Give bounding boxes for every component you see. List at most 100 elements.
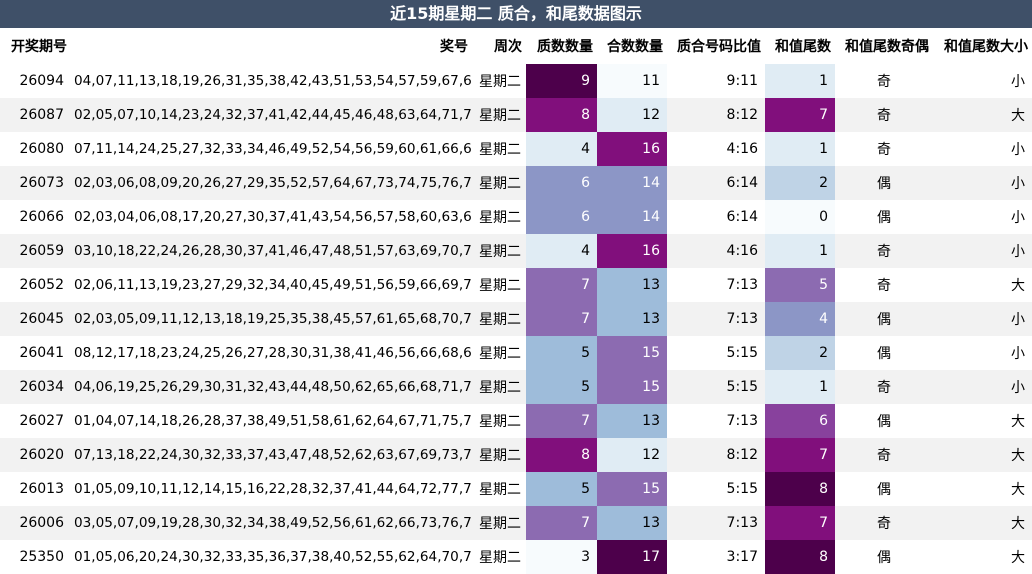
cell-weekday: 星期二 bbox=[472, 234, 526, 268]
cell-numbers: 07,13,18,22,24,30,32,33,37,43,47,48,52,6… bbox=[71, 438, 472, 472]
cell-composite: 15 bbox=[597, 370, 667, 404]
cell-size: 大 bbox=[933, 404, 1032, 438]
cell-parity: 偶 bbox=[835, 336, 933, 370]
cell-size: 小 bbox=[933, 370, 1032, 404]
cell-tail: 2 bbox=[765, 336, 835, 370]
cell-tail: 5 bbox=[765, 268, 835, 302]
table-row: 26080 07,11,14,24,25,27,32,33,34,46,49,52… bbox=[0, 132, 1032, 166]
cell-size: 小 bbox=[933, 336, 1032, 370]
cell-composite: 13 bbox=[597, 404, 667, 438]
data-table: 开奖期号 奖号 周次 质数数量 合数数量 质合号码比值 和值尾数 和值尾数奇偶 … bbox=[0, 28, 1032, 574]
cell-prime: 7 bbox=[526, 268, 597, 302]
table-row: 26006 03,05,07,09,19,28,30,32,34,38,49,52… bbox=[0, 506, 1032, 540]
chart-title: 近15期星期二 质合，和尾数据图示 bbox=[0, 0, 1032, 28]
cell-prime: 3 bbox=[526, 540, 597, 574]
cell-size: 大 bbox=[933, 268, 1032, 302]
cell-numbers: 02,05,07,10,14,23,24,32,37,41,42,44,45,4… bbox=[71, 98, 472, 132]
cell-weekday: 星期二 bbox=[472, 540, 526, 574]
cell-weekday: 星期二 bbox=[472, 268, 526, 302]
cell-ratio: 6:14 bbox=[667, 200, 765, 234]
cell-numbers: 04,07,11,13,18,19,26,31,35,38,42,43,51,5… bbox=[71, 64, 472, 98]
cell-composite: 13 bbox=[597, 302, 667, 336]
cell-numbers: 03,10,18,22,24,26,28,30,37,41,46,47,48,5… bbox=[71, 234, 472, 268]
cell-numbers: 03,05,07,09,19,28,30,32,34,38,49,52,56,6… bbox=[71, 506, 472, 540]
cell-parity: 偶 bbox=[835, 200, 933, 234]
cell-weekday: 星期二 bbox=[472, 98, 526, 132]
cell-ratio: 3:17 bbox=[667, 540, 765, 574]
table-row: 26034 04,06,19,25,26,29,30,31,32,43,44,48… bbox=[0, 370, 1032, 404]
cell-prime: 8 bbox=[526, 438, 597, 472]
cell-numbers: 02,06,11,13,19,23,27,29,32,34,40,45,49,5… bbox=[71, 268, 472, 302]
cell-parity: 奇 bbox=[835, 132, 933, 166]
cell-issue: 26094 bbox=[0, 64, 71, 98]
cell-size: 大 bbox=[933, 98, 1032, 132]
cell-tail: 1 bbox=[765, 64, 835, 98]
cell-composite: 17 bbox=[597, 540, 667, 574]
cell-composite: 16 bbox=[597, 234, 667, 268]
table-row: 26020 07,13,18,22,24,30,32,33,37,43,47,48… bbox=[0, 438, 1032, 472]
table-row: 26066 02,03,04,06,08,17,20,27,30,37,41,43… bbox=[0, 200, 1032, 234]
cell-size: 小 bbox=[933, 234, 1032, 268]
cell-prime: 6 bbox=[526, 200, 597, 234]
cell-tail: 1 bbox=[765, 234, 835, 268]
cell-ratio: 4:16 bbox=[667, 132, 765, 166]
cell-size: 小 bbox=[933, 302, 1032, 336]
cell-ratio: 8:12 bbox=[667, 438, 765, 472]
cell-issue: 25350 bbox=[0, 540, 71, 574]
cell-composite: 14 bbox=[597, 200, 667, 234]
cell-issue: 26087 bbox=[0, 98, 71, 132]
cell-weekday: 星期二 bbox=[472, 438, 526, 472]
cell-ratio: 5:15 bbox=[667, 336, 765, 370]
cell-weekday: 星期二 bbox=[472, 506, 526, 540]
cell-weekday: 星期二 bbox=[472, 64, 526, 98]
header-prime: 质数数量 bbox=[526, 28, 597, 64]
cell-ratio: 8:12 bbox=[667, 98, 765, 132]
cell-numbers: 01,04,07,14,18,26,28,37,38,49,51,58,61,6… bbox=[71, 404, 472, 438]
cell-parity: 奇 bbox=[835, 506, 933, 540]
table-row: 26013 01,05,09,10,11,12,14,15,16,22,28,32… bbox=[0, 472, 1032, 506]
cell-weekday: 星期二 bbox=[472, 200, 526, 234]
cell-prime: 8 bbox=[526, 98, 597, 132]
cell-composite: 12 bbox=[597, 98, 667, 132]
cell-parity: 偶 bbox=[835, 472, 933, 506]
cell-issue: 26020 bbox=[0, 438, 71, 472]
cell-prime: 5 bbox=[526, 370, 597, 404]
cell-numbers: 02,03,04,06,08,17,20,27,30,37,41,43,54,5… bbox=[71, 200, 472, 234]
cell-parity: 奇 bbox=[835, 234, 933, 268]
cell-issue: 26045 bbox=[0, 302, 71, 336]
table-body: 26094 04,07,11,13,18,19,26,31,35,38,42,43… bbox=[0, 64, 1032, 574]
cell-tail: 4 bbox=[765, 302, 835, 336]
cell-tail: 6 bbox=[765, 404, 835, 438]
cell-parity: 奇 bbox=[835, 370, 933, 404]
cell-parity: 偶 bbox=[835, 302, 933, 336]
cell-ratio: 5:15 bbox=[667, 370, 765, 404]
cell-ratio: 7:13 bbox=[667, 302, 765, 336]
cell-weekday: 星期二 bbox=[472, 472, 526, 506]
cell-numbers: 01,05,09,10,11,12,14,15,16,22,28,32,37,4… bbox=[71, 472, 472, 506]
cell-weekday: 星期二 bbox=[472, 370, 526, 404]
cell-ratio: 7:13 bbox=[667, 268, 765, 302]
cell-size: 小 bbox=[933, 200, 1032, 234]
header-ratio: 质合号码比值 bbox=[667, 28, 765, 64]
table-row: 26073 02,03,06,08,09,20,26,27,29,35,52,57… bbox=[0, 166, 1032, 200]
cell-prime: 7 bbox=[526, 404, 597, 438]
cell-composite: 12 bbox=[597, 438, 667, 472]
cell-weekday: 星期二 bbox=[472, 336, 526, 370]
cell-issue: 26080 bbox=[0, 132, 71, 166]
cell-size: 大 bbox=[933, 540, 1032, 574]
cell-weekday: 星期二 bbox=[472, 132, 526, 166]
cell-weekday: 星期二 bbox=[472, 404, 526, 438]
cell-issue: 26059 bbox=[0, 234, 71, 268]
cell-ratio: 4:16 bbox=[667, 234, 765, 268]
cell-composite: 13 bbox=[597, 268, 667, 302]
cell-tail: 7 bbox=[765, 98, 835, 132]
cell-parity: 奇 bbox=[835, 438, 933, 472]
cell-parity: 奇 bbox=[835, 98, 933, 132]
cell-issue: 26041 bbox=[0, 336, 71, 370]
cell-size: 大 bbox=[933, 506, 1032, 540]
cell-weekday: 星期二 bbox=[472, 302, 526, 336]
cell-prime: 5 bbox=[526, 336, 597, 370]
table-row: 26087 02,05,07,10,14,23,24,32,37,41,42,44… bbox=[0, 98, 1032, 132]
table-row: 26059 03,10,18,22,24,26,28,30,37,41,46,47… bbox=[0, 234, 1032, 268]
table-row: 26041 08,12,17,18,23,24,25,26,27,28,30,31… bbox=[0, 336, 1032, 370]
